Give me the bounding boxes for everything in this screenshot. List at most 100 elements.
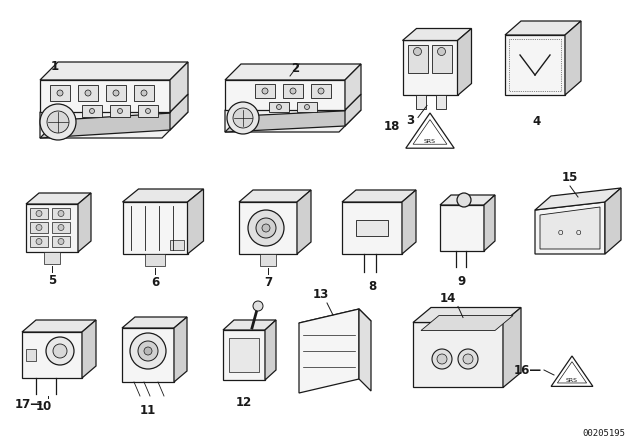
Polygon shape — [239, 190, 311, 202]
Circle shape — [58, 224, 64, 231]
Polygon shape — [170, 94, 188, 130]
Polygon shape — [223, 330, 265, 380]
Polygon shape — [297, 102, 317, 112]
Polygon shape — [40, 112, 188, 138]
Circle shape — [227, 102, 259, 134]
Polygon shape — [551, 356, 593, 386]
Polygon shape — [134, 85, 154, 101]
Polygon shape — [52, 236, 70, 247]
Polygon shape — [110, 105, 130, 117]
Polygon shape — [122, 328, 174, 382]
Polygon shape — [40, 112, 170, 138]
Polygon shape — [229, 338, 259, 372]
Text: 5: 5 — [48, 274, 56, 287]
Polygon shape — [223, 320, 276, 330]
Text: 13: 13 — [313, 288, 329, 301]
Circle shape — [90, 108, 95, 113]
Text: 2: 2 — [291, 62, 299, 75]
Polygon shape — [170, 240, 184, 250]
Polygon shape — [239, 202, 297, 254]
Polygon shape — [265, 320, 276, 380]
Polygon shape — [122, 189, 204, 202]
Polygon shape — [26, 349, 36, 361]
Circle shape — [457, 193, 471, 207]
Polygon shape — [40, 62, 188, 80]
Text: 16—: 16— — [514, 363, 542, 376]
Circle shape — [36, 211, 42, 216]
Polygon shape — [225, 110, 345, 132]
Polygon shape — [52, 222, 70, 233]
Circle shape — [262, 224, 270, 232]
Polygon shape — [359, 309, 371, 391]
Polygon shape — [458, 29, 472, 95]
Polygon shape — [30, 236, 48, 247]
Polygon shape — [22, 332, 82, 378]
Polygon shape — [503, 307, 521, 388]
Circle shape — [413, 47, 422, 56]
Polygon shape — [170, 62, 188, 112]
Text: 18: 18 — [383, 121, 400, 134]
Polygon shape — [416, 95, 426, 109]
Polygon shape — [413, 307, 521, 323]
Text: 3: 3 — [406, 113, 414, 126]
Text: O: O — [557, 230, 563, 236]
Polygon shape — [436, 95, 446, 109]
Polygon shape — [106, 85, 126, 101]
Polygon shape — [535, 202, 605, 254]
Polygon shape — [145, 254, 165, 266]
Polygon shape — [255, 84, 275, 98]
Polygon shape — [565, 21, 581, 95]
Text: 4: 4 — [533, 115, 541, 128]
Polygon shape — [299, 309, 371, 335]
Circle shape — [144, 347, 152, 355]
Circle shape — [113, 90, 119, 96]
Circle shape — [46, 337, 74, 365]
Polygon shape — [342, 202, 402, 254]
Circle shape — [53, 344, 67, 358]
Text: O: O — [575, 230, 580, 236]
Polygon shape — [356, 220, 388, 236]
Polygon shape — [78, 193, 91, 252]
Polygon shape — [406, 113, 454, 148]
Text: SRS: SRS — [424, 139, 436, 144]
Polygon shape — [403, 29, 472, 40]
Polygon shape — [505, 21, 581, 35]
Circle shape — [290, 88, 296, 94]
Circle shape — [253, 301, 263, 311]
Polygon shape — [40, 80, 170, 112]
Polygon shape — [26, 204, 78, 252]
Circle shape — [40, 104, 76, 140]
Polygon shape — [431, 46, 451, 73]
Text: 17—: 17— — [15, 399, 43, 412]
Circle shape — [47, 111, 69, 133]
Circle shape — [248, 210, 284, 246]
Polygon shape — [174, 317, 187, 382]
Polygon shape — [138, 105, 158, 117]
Polygon shape — [122, 317, 187, 328]
Circle shape — [318, 88, 324, 94]
Polygon shape — [30, 222, 48, 233]
Polygon shape — [299, 309, 359, 393]
Circle shape — [458, 349, 478, 369]
Text: 15: 15 — [562, 171, 578, 184]
Polygon shape — [535, 188, 621, 210]
Polygon shape — [225, 80, 345, 110]
Text: SRS: SRS — [566, 378, 578, 383]
Polygon shape — [440, 195, 495, 205]
Circle shape — [57, 90, 63, 96]
Polygon shape — [52, 208, 70, 219]
Text: 9: 9 — [458, 275, 466, 288]
Polygon shape — [421, 315, 513, 331]
Polygon shape — [413, 323, 503, 388]
Text: 11: 11 — [140, 404, 156, 417]
Circle shape — [276, 104, 282, 109]
Bar — [509, 39, 561, 91]
Text: 6: 6 — [151, 276, 159, 289]
Circle shape — [85, 90, 91, 96]
Polygon shape — [342, 190, 416, 202]
Polygon shape — [22, 320, 96, 332]
Circle shape — [58, 238, 64, 245]
Polygon shape — [557, 362, 587, 383]
Text: 8: 8 — [368, 280, 376, 293]
Polygon shape — [30, 208, 48, 219]
